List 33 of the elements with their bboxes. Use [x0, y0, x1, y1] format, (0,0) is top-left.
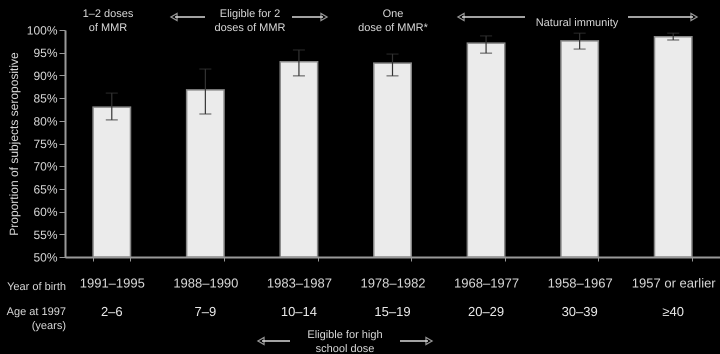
x-tick-label: 1968–1977 [454, 276, 520, 290]
y-tick-label: 90% [33, 68, 58, 83]
x-tick-label: 1957 or earlier [632, 276, 716, 290]
text: 2–6 [100, 304, 123, 319]
y-tick-label: 65% [33, 182, 58, 196]
y-tick-label: 85% [33, 92, 58, 106]
text: Year of birth [7, 281, 66, 293]
text: 20–29 [468, 304, 504, 319]
x-tick-label: 1991–1995 [80, 276, 145, 290]
y-tick-label: 80% [33, 114, 58, 128]
text: Age at 1997 (years) [6, 306, 66, 332]
y-tick-label: 70% [33, 160, 58, 174]
text: 7–9 [194, 304, 216, 319]
text: Eligible for high school dose [307, 329, 383, 354]
text: 10–14 [280, 304, 318, 319]
y-axis-title: Proportion of subjects seropositive [6, 52, 21, 236]
x-tick-label: 1958–1967 [548, 276, 613, 290]
x-tick-label: 1988–1990 [173, 276, 238, 290]
annotation: Eligible for 2 doses of MMR [214, 8, 286, 34]
x-tick-label: 1983–1987 [266, 276, 332, 290]
y-tick-label: 55% [33, 228, 58, 242]
annotation: 1–2 doses of MMR [82, 8, 134, 34]
x-tick-label: 1978–1982 [360, 276, 426, 290]
y-tick-label: 50% [33, 250, 58, 264]
text: ≥40 [662, 304, 684, 319]
y-tick-label: 75% [33, 137, 58, 151]
annotation: One dose of MMR* [358, 8, 429, 34]
y-tick-label: 60% [33, 205, 58, 220]
text: 30–39 [562, 304, 598, 319]
y-tick-label: 100% [26, 24, 58, 38]
text: 15–19 [374, 304, 411, 319]
text: Natural immunity [536, 17, 619, 29]
y-tick-label: 95% [33, 46, 58, 60]
